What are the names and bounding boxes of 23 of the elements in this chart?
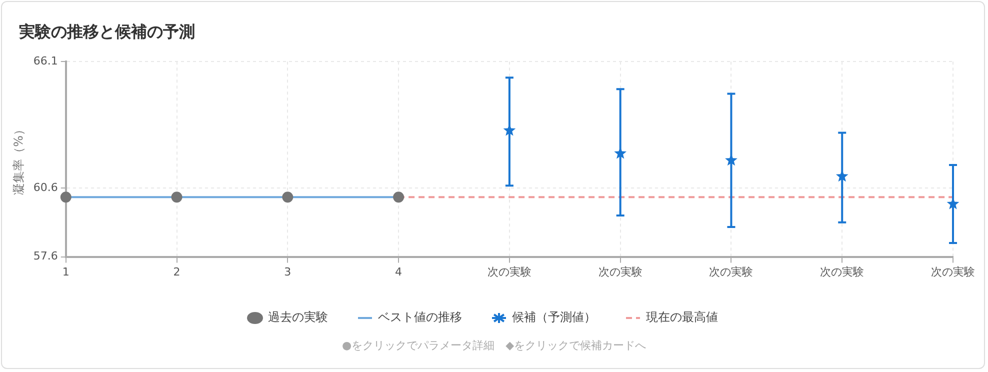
legend-label: ベスト値の推移 bbox=[378, 310, 462, 324]
x-tick-label: 1 bbox=[62, 265, 70, 278]
y-tick-label: 60.6 bbox=[33, 180, 58, 194]
x-tick-label: 2 bbox=[173, 265, 180, 278]
chart-title: 実験の推移と候補の予測 bbox=[19, 22, 195, 43]
x-tick-label: 3 bbox=[284, 265, 292, 278]
y-tick-label: 66.1 bbox=[33, 54, 58, 68]
x-tick-label: 次の実験 bbox=[487, 265, 532, 278]
point bbox=[60, 192, 72, 203]
x-tick-label: 4 bbox=[395, 265, 402, 278]
y-tick-label: 57.6 bbox=[33, 250, 58, 263]
x-tick-label: 次の実験 bbox=[931, 265, 975, 278]
legend-label: 過去の実験 bbox=[268, 310, 328, 324]
x-tick-label: 次の実験 bbox=[820, 265, 864, 278]
point bbox=[282, 192, 294, 203]
y-axis-title: 凝集率（%） bbox=[11, 123, 26, 195]
x-tick-label: 次の実験 bbox=[598, 265, 642, 278]
legend-label: 候補（予測値） bbox=[512, 310, 596, 324]
point bbox=[171, 192, 182, 203]
point bbox=[393, 192, 404, 203]
legend-label: 現在の最高値 bbox=[646, 310, 718, 324]
text: ●をクリックでパラメータ詳細 ◆をクリックで候補カードへ bbox=[340, 338, 648, 353]
x-tick-label: 次の実験 bbox=[709, 265, 754, 278]
